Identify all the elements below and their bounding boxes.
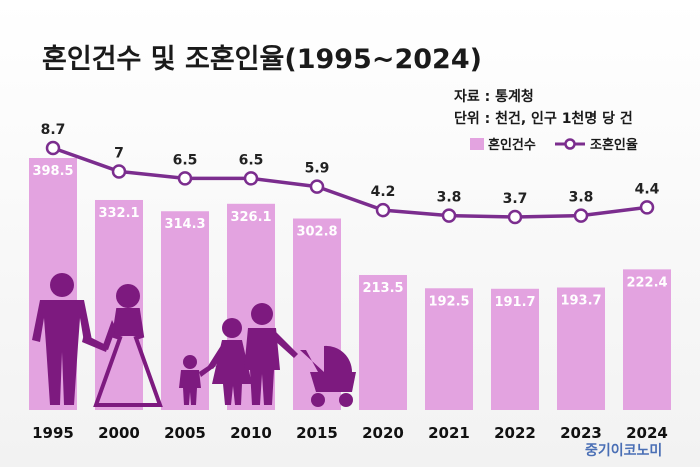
x-axis-ticks: 1995 2000 2005 2010 2015 2020 2021 2022 2023 2024 <box>32 424 668 442</box>
bar-label-2010: 326.1 <box>230 210 271 225</box>
bar-label-1995: 398.5 <box>32 164 73 179</box>
bar-label-2005: 314.3 <box>164 217 205 232</box>
rate-point-2010 <box>243 171 259 186</box>
rate-label-2005: 6.5 <box>173 152 198 168</box>
bar-label-2015: 302.8 <box>296 225 337 240</box>
x-tick-2023: 2023 <box>560 424 602 442</box>
x-tick-2024: 2024 <box>626 424 668 442</box>
rate-label-1995: 8.7 <box>41 122 66 138</box>
legend-line-label: 조혼인율 <box>590 137 638 153</box>
bar-label-2020: 213.5 <box>362 281 403 296</box>
x-tick-2022: 2022 <box>494 424 536 442</box>
x-tick-2020: 2020 <box>362 424 404 442</box>
brand-watermark: 중기이코노미 <box>585 442 662 459</box>
rate-point-2020 <box>375 202 391 218</box>
bar-value-labels: 398.5 332.1 314.3 326.1 302.8 213.5 192.5 191.7… <box>32 164 667 310</box>
rate-markers <box>45 140 655 225</box>
father-silhouette <box>244 303 298 405</box>
rate-point-2021 <box>441 208 457 223</box>
rate-line <box>52 146 648 219</box>
rate-point-2000 <box>111 164 127 179</box>
bar-2021 <box>425 288 473 410</box>
rate-point-2015 <box>309 179 325 194</box>
bar-2022 <box>491 288 539 410</box>
unit-note: 단위 : 천건, 인구 1천명 당 건 <box>454 110 633 127</box>
rate-point-2022 <box>507 209 523 225</box>
rate-label-2023: 3.8 <box>569 190 594 206</box>
x-tick-1995: 1995 <box>32 424 74 442</box>
chart-title: 혼인건수 및 조혼인율(1995~2024) <box>42 44 482 75</box>
rate-label-2015: 5.9 <box>305 161 330 177</box>
rate-label-2000: 7 <box>114 145 124 161</box>
rate-point-1995 <box>45 140 61 156</box>
bar-label-2021: 192.5 <box>428 294 469 309</box>
rate-label-2020: 4.2 <box>371 184 396 200</box>
stroller-silhouette <box>300 345 356 407</box>
rate-label-2024: 4.4 <box>635 181 660 197</box>
rate-point-2024 <box>639 200 655 215</box>
rate-point-2023 <box>573 208 589 223</box>
x-tick-2021: 2021 <box>428 424 470 442</box>
source-note: 자료 : 통계청 <box>454 89 534 105</box>
rate-label-2010: 6.5 <box>239 152 264 168</box>
bar-2024 <box>623 269 671 410</box>
bride-silhouette <box>93 284 163 407</box>
x-tick-2000: 2000 <box>98 424 140 442</box>
x-tick-2005: 2005 <box>164 424 206 442</box>
mother-silhouette <box>208 318 252 405</box>
legend-line-marker <box>564 138 576 150</box>
bar-label-2000: 332.1 <box>98 206 139 221</box>
rate-label-2021: 3.8 <box>437 190 462 206</box>
rate-value-labels: 8.7 7 6.5 6.5 5.9 4.2 3.8 3.7 3.8 4.4 <box>41 122 660 207</box>
rate-point-2005 <box>177 171 193 186</box>
legend-bar-swatch <box>470 138 484 150</box>
legend: 혼인건수 조혼인율 <box>470 137 638 153</box>
line-series <box>52 146 648 219</box>
bar-label-2024: 222.4 <box>626 275 667 290</box>
bar-label-2022: 191.7 <box>494 295 535 310</box>
bar-2020 <box>359 274 407 410</box>
legend-bar-label: 혼인건수 <box>488 137 536 153</box>
bar-label-2023: 193.7 <box>560 294 601 309</box>
x-tick-2015: 2015 <box>296 424 338 442</box>
x-tick-2010: 2010 <box>230 424 272 442</box>
family-silhouettes <box>32 273 356 407</box>
rate-label-2022: 3.7 <box>503 191 528 207</box>
groom-silhouette <box>32 273 108 405</box>
bar-2023 <box>557 287 605 410</box>
